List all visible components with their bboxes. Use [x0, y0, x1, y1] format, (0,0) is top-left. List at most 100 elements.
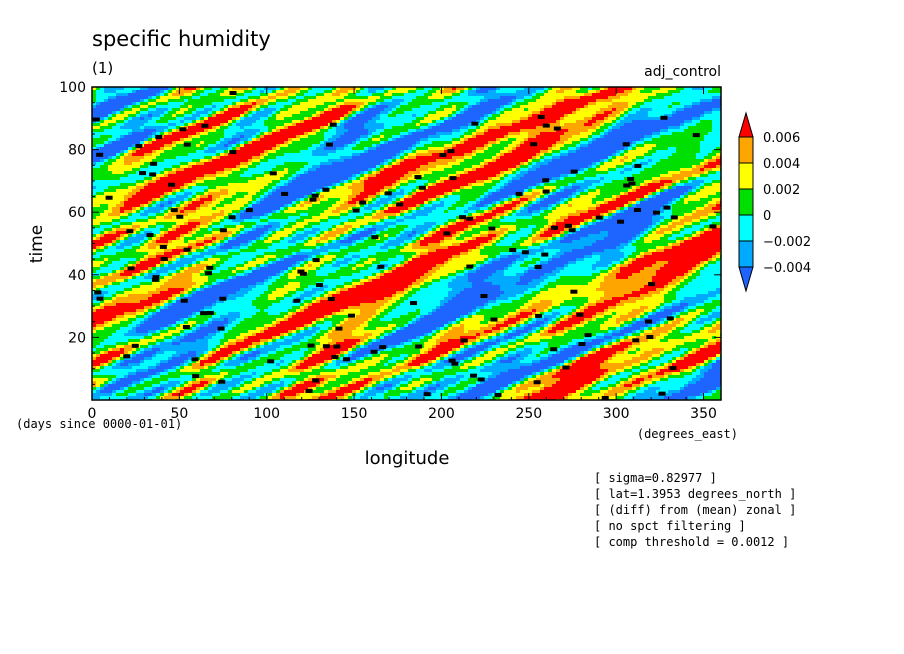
heatmap-cell [432, 135, 437, 139]
heatmap-cell [660, 132, 665, 136]
heatmap-cell [268, 96, 273, 100]
heatmap-cell [296, 162, 301, 166]
heatmap-cell [664, 123, 669, 127]
heatmap-cell [460, 108, 465, 112]
heatmap-cell [228, 99, 233, 103]
heatmap-cell [656, 105, 661, 109]
heatmap-cell [464, 180, 469, 184]
heatmap-cell [224, 174, 229, 178]
heatmap-cell [652, 174, 657, 178]
heatmap-cell [520, 111, 525, 115]
heatmap-cell [372, 111, 377, 115]
heatmap-cell [248, 96, 253, 100]
heatmap-cell [588, 177, 593, 181]
heatmap-cell [476, 138, 481, 142]
heatmap-cell [192, 174, 197, 178]
heatmap-cell [464, 174, 469, 178]
heatmap-cell [96, 123, 101, 127]
heatmap-cell [236, 90, 241, 94]
heatmap-cell [104, 141, 109, 145]
heatmap-cell [372, 153, 377, 157]
heatmap-cell [688, 162, 693, 166]
heatmap-cell [332, 174, 337, 178]
heatmap-cell [416, 111, 421, 115]
heatmap-cell [608, 162, 613, 166]
heatmap-cell [624, 105, 629, 109]
heatmap-cell [132, 114, 137, 118]
heatmap-cell [184, 132, 189, 136]
heatmap-cell [248, 114, 253, 118]
heatmap-cell [168, 144, 173, 148]
heatmap-cell [140, 117, 145, 121]
heatmap-cell [144, 180, 149, 184]
heatmap-cell [704, 129, 709, 133]
heatmap-cell [600, 138, 605, 142]
heatmap-cell [520, 123, 525, 127]
heatmap-cell [708, 162, 713, 166]
heatmap-cell [260, 180, 265, 184]
heatmap-cell [160, 120, 165, 124]
heatmap-cell [416, 126, 421, 130]
heatmap-cell [412, 117, 417, 121]
heatmap-cell [252, 156, 257, 160]
heatmap-cell [116, 168, 121, 172]
heatmap-cell [344, 144, 349, 148]
heatmap-cell [332, 165, 337, 169]
heatmap-cell [236, 174, 241, 178]
heatmap-cell [120, 87, 125, 91]
heatmap-cell [136, 171, 141, 175]
heatmap-cell [276, 105, 281, 109]
heatmap-cell [536, 147, 541, 151]
heatmap-cell [584, 90, 589, 94]
heatmap-cell [444, 177, 449, 181]
heatmap-cell [252, 171, 257, 175]
heatmap-cell [428, 141, 433, 145]
heatmap-cell [308, 138, 313, 142]
heatmap-cell [144, 102, 149, 106]
heatmap-cell [364, 132, 369, 136]
heatmap-cell [112, 126, 117, 130]
heatmap-cell [452, 162, 457, 166]
heatmap-cell [680, 114, 685, 118]
heatmap-cell [120, 102, 125, 106]
heatmap-cell [496, 87, 501, 91]
heatmap-cell [244, 87, 249, 91]
heatmap-cell [236, 141, 241, 145]
heatmap-cell [120, 168, 125, 172]
heatmap-cell [588, 126, 593, 130]
heatmap-cell [344, 105, 349, 109]
heatmap-cell [404, 96, 409, 100]
heatmap-cell [196, 93, 201, 97]
heatmap-cell [708, 126, 713, 130]
heatmap-cell [320, 153, 325, 157]
heatmap-cell [376, 105, 381, 109]
heatmap-cell [236, 87, 241, 91]
heatmap-cell [532, 138, 537, 142]
heatmap-cell [356, 117, 361, 121]
heatmap-cell [388, 93, 393, 97]
heatmap-cell [568, 132, 573, 136]
heatmap-cell [512, 156, 517, 160]
heatmap-cell [708, 87, 713, 91]
heatmap-cell [696, 150, 701, 154]
heatmap-cell [620, 87, 625, 91]
heatmap-cell [716, 144, 721, 148]
heatmap-cell [440, 135, 445, 139]
heatmap-cell [240, 177, 245, 181]
heatmap-cell [704, 171, 709, 175]
heatmap-cell [492, 96, 497, 100]
heatmap-cell [580, 90, 585, 94]
heatmap-cell [492, 132, 497, 136]
heatmap-cell [572, 150, 577, 154]
heatmap-cell [308, 87, 313, 91]
heatmap-cell [152, 135, 157, 139]
heatmap-cell [112, 180, 117, 184]
heatmap-cell [604, 96, 609, 100]
heatmap-cell [524, 138, 529, 142]
heatmap-cell [680, 96, 685, 100]
heatmap-cell [476, 108, 481, 112]
heatmap-cell [516, 102, 521, 106]
heatmap-cell [180, 177, 185, 181]
heatmap-cell [448, 108, 453, 112]
heatmap-cell [380, 162, 385, 166]
